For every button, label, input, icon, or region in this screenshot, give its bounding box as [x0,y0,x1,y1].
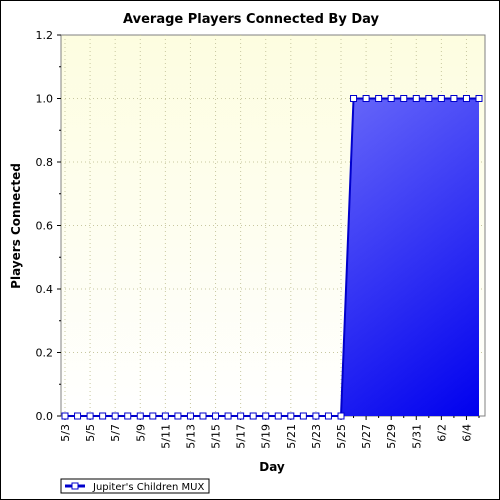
data-point [99,412,107,420]
data-point [86,412,94,420]
data-point [287,412,295,420]
data-point [387,95,395,102]
x-tick-label: 5/31 [410,424,423,449]
x-tick-label: 5/25 [335,424,348,449]
data-point [337,412,345,420]
data-point [425,95,433,102]
data-point [437,95,445,102]
data-point [124,412,132,420]
data-point [350,95,358,102]
x-tick-label: 5/11 [159,424,172,449]
y-axis-title: Players Connected [9,163,23,289]
data-point [199,412,207,420]
data-point [375,95,383,102]
x-tick-label: 5/13 [184,424,197,449]
x-tick-label: 5/5 [84,424,97,442]
data-point [149,412,157,420]
data-point [224,412,232,420]
series-layer [61,95,483,420]
x-tick-label: 5/21 [285,424,298,449]
legend-swatch-marker [71,482,79,490]
x-tick-label: 5/19 [260,424,273,449]
x-axis-title: Day [259,460,285,474]
y-tick-label: 0.8 [36,156,54,169]
x-tick-label: 5/7 [109,424,122,442]
data-point [362,95,370,102]
data-point [174,412,182,420]
data-point [324,412,332,420]
data-point [237,412,245,420]
data-point [262,412,270,420]
data-point [249,412,257,420]
legend-box [60,478,210,494]
data-point [412,95,420,102]
data-point [274,412,282,420]
legend-series-label: Jupiter's Children MUX [92,482,204,493]
data-point [400,95,408,102]
chart-title: Average Players Connected By Day [123,12,379,27]
y-tick-label: 0.0 [36,410,54,423]
x-tick-label: 6/2 [435,424,448,442]
data-point [312,412,320,420]
x-tick-label: 5/3 [59,424,72,442]
data-point [475,95,483,102]
gridlines [61,35,485,416]
data-point [61,412,69,420]
x-tick-label: 6/4 [460,424,473,442]
series-area [65,98,479,416]
y-tick-label: 0.2 [36,347,54,360]
data-point [212,412,220,420]
x-axis: 5/3 5/5 5/7 5/9 5/11 5/13 5/15 5/17 5/19 5/21 5/23… [59,416,480,449]
x-tick-label: 5/17 [235,424,248,449]
legend: Jupiter's Children MUX [60,478,210,494]
data-point [299,412,307,420]
y-tick-label: 0.6 [36,220,54,233]
x-tick-label: 5/29 [385,424,398,449]
data-point [186,412,194,420]
data-point [161,412,169,420]
x-tick-label: 5/27 [360,424,373,449]
data-point [462,95,470,102]
x-tick-label: 5/9 [134,424,147,442]
y-tick-label: 1.0 [36,93,54,106]
y-tick-label: 1.2 [36,29,54,42]
data-point [136,412,144,420]
data-point [74,412,82,420]
y-axis: 0.0 0.2 0.4 0.6 0.8 1.0 1.2 [36,29,61,423]
data-point [111,412,119,420]
x-tick-label: 5/15 [210,424,223,449]
x-tick-label: 5/23 [310,424,323,449]
series-line [65,97,479,417]
y-tick-label: 0.4 [36,283,54,296]
data-point [450,95,458,102]
